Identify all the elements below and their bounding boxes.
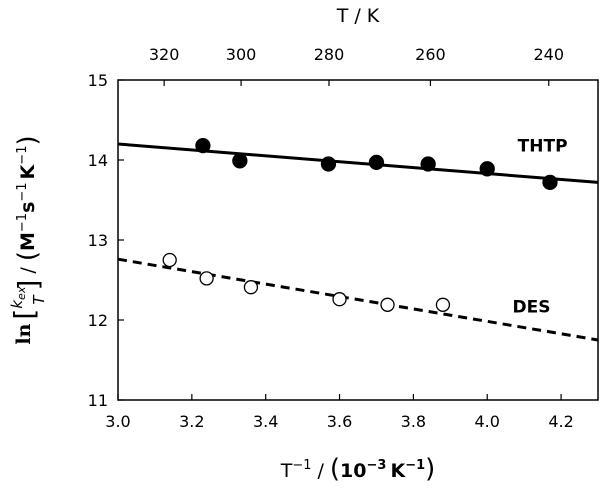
svg-text:ln[kexT]/(M−1s−1K−1): ln[kexT]/(M−1s−1K−1) <box>8 135 48 344</box>
y-title-k-sub: ex <box>15 286 28 300</box>
y-axis-left: 11 12 13 14 15 <box>88 71 124 410</box>
x-tick-label: 4.0 <box>475 412 500 431</box>
y-title-m-sup: −1 <box>15 213 30 232</box>
top-tick-label: 240 <box>533 45 564 64</box>
y-title-s: s <box>17 202 39 213</box>
point-des <box>162 252 177 268</box>
y-tick-label: 13 <box>88 231 108 250</box>
top-axis-title: T / K <box>336 5 380 27</box>
x-tick-label: 3.8 <box>401 412 426 431</box>
point-des <box>380 297 395 312</box>
x-title-unit: K <box>390 460 406 482</box>
x-tick-label: 3.2 <box>179 412 204 431</box>
x-axis-title: T−1/(10−3 K−1) <box>280 454 436 484</box>
x-title-unit-sup: −1 <box>405 458 425 473</box>
y-title-sep: / <box>17 267 39 274</box>
point-thtp <box>232 153 248 169</box>
y-axis-title: ln[kexT]/(M−1s−1K−1) <box>8 135 48 344</box>
point-thtp <box>320 156 337 172</box>
point-thtp <box>479 161 495 177</box>
y-title-m: M <box>17 232 39 251</box>
top-tick-label: 300 <box>226 45 257 64</box>
point-des <box>199 271 214 286</box>
x-title-main-sup: −1 <box>292 458 311 473</box>
y-tick-label: 12 <box>88 311 108 330</box>
point-thtp <box>542 174 558 191</box>
fit-line-des <box>117 257 599 342</box>
x-title-ten-sup: −3 <box>367 458 387 473</box>
top-tick-label: 320 <box>149 45 180 64</box>
x-tick-label: 3.6 <box>327 412 352 431</box>
y-title-k-sup: −1 <box>15 146 30 165</box>
x-title-ten: 10 <box>340 460 366 482</box>
x-title-main: T <box>280 460 293 482</box>
top-tick-label: 280 <box>314 45 345 64</box>
y-tick-label: 14 <box>88 151 108 170</box>
series-label-des: DES <box>513 297 551 317</box>
x-tick-label: 3.4 <box>253 412 278 431</box>
point-des <box>435 297 451 312</box>
data-points <box>162 137 558 312</box>
y-title-kk: K <box>17 163 39 179</box>
point-des <box>332 292 347 307</box>
svg-text:T−1/(10−3K−1): T−1/(10−3 K−1) <box>280 454 436 484</box>
point-thtp <box>420 156 436 172</box>
y-title-den: T <box>30 294 48 305</box>
x-title-sep: / <box>317 460 324 482</box>
y-title-s-sup: −1 <box>15 182 30 201</box>
top-tick-label: 260 <box>415 45 446 64</box>
y-tick-label: 15 <box>88 71 108 90</box>
x-tick-label: 3.0 <box>105 412 130 431</box>
y-title-k: k <box>8 299 26 309</box>
point-des <box>243 280 259 295</box>
x-axis-top: 320 300 280 260 240 <box>149 45 564 86</box>
x-axis-bottom: 3.0 3.2 3.4 3.6 3.8 4.0 4.2 <box>105 394 574 431</box>
point-thtp <box>368 154 385 171</box>
x-tick-label: 4.2 <box>548 412 573 431</box>
point-thtp <box>195 137 211 154</box>
series-labels: THTP DES <box>513 137 568 318</box>
y-title-ln: ln <box>13 323 35 344</box>
plot-frame <box>117 79 599 401</box>
series-label-thtp: THTP <box>518 137 568 157</box>
y-tick-label: 11 <box>88 391 108 410</box>
